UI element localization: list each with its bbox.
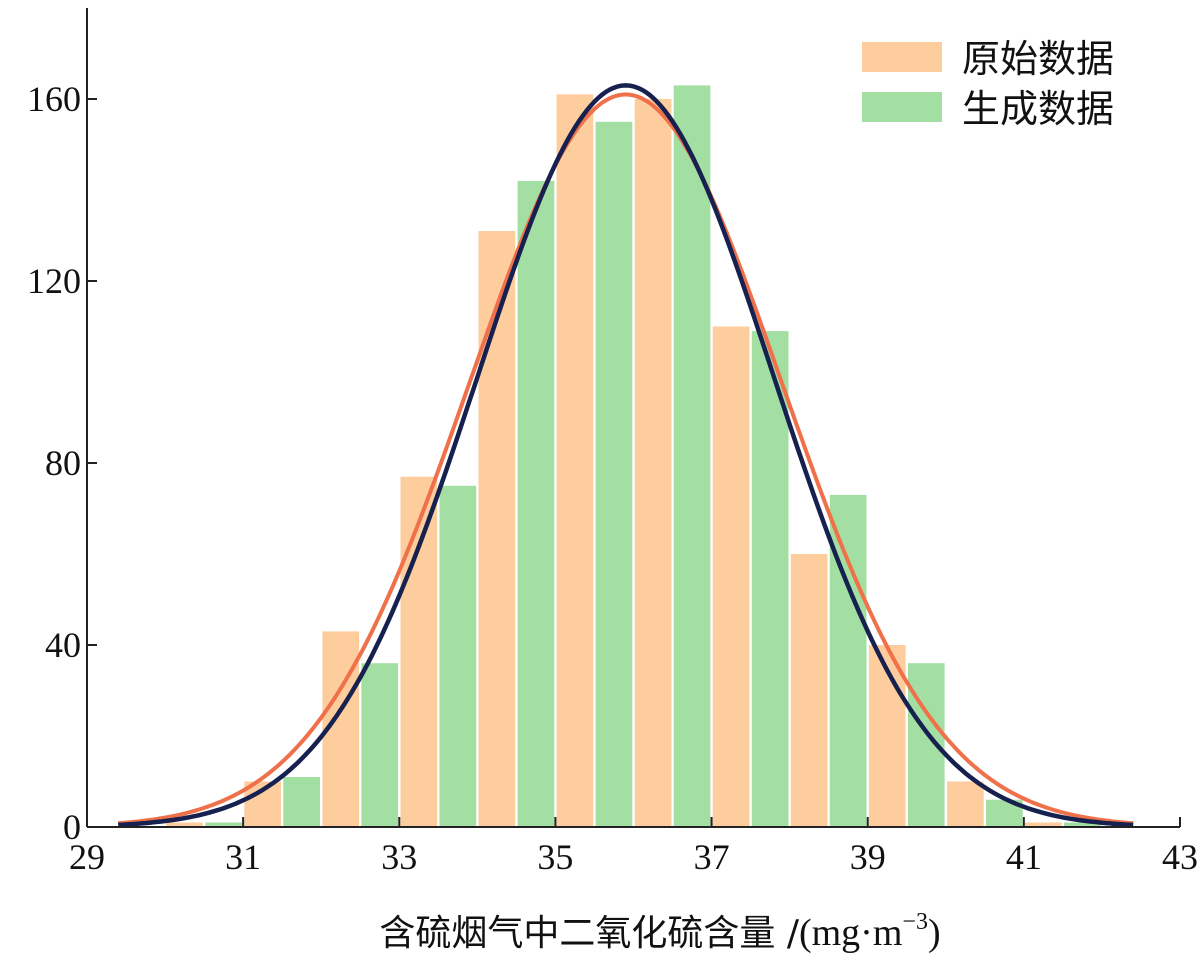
x-tick-label-2: 33	[381, 837, 417, 877]
bar-original-4	[478, 231, 516, 827]
x-axis-unit: (mg·m	[799, 912, 902, 954]
x-tick-label-3: 35	[537, 837, 573, 877]
bars-group	[166, 85, 1101, 828]
bar-generated-1	[283, 777, 320, 827]
bar-original-0	[166, 822, 203, 827]
bar-generated-11	[1064, 822, 1101, 827]
y-tick-label-0: 0	[63, 807, 81, 847]
x-tick-label-5: 39	[850, 837, 886, 877]
bar-generated-8	[829, 494, 867, 827]
y-tick-label-1: 40	[45, 625, 81, 665]
legend: 原始数据 生成数据	[862, 37, 1114, 131]
y-tick-label-4: 160	[27, 79, 81, 119]
bar-generated-0	[205, 822, 242, 827]
bar-generated-5	[595, 121, 633, 828]
x-axis-label: 含硫烟气中二氧化硫含量 /(mg·m−3)	[379, 909, 940, 954]
y-tick-label-2: 80	[45, 443, 81, 483]
x-ticks-group: 29 31 33 35 37 39 41 43	[69, 817, 1198, 877]
x-tick-label-7: 43	[1162, 837, 1198, 877]
fit-curve-generated	[118, 83, 1134, 828]
legend-swatch-generated	[862, 92, 942, 122]
bar-generated-4	[517, 180, 555, 827]
fit-curves-group	[118, 83, 1134, 828]
bar-generated-6	[673, 85, 711, 827]
bar-generated-2	[361, 663, 399, 827]
bar-original-7	[712, 326, 750, 827]
x-tick-label-6: 41	[1006, 837, 1042, 877]
x-tick-label-0: 29	[69, 837, 105, 877]
legend-label-generated: 生成数据	[962, 87, 1114, 131]
legend-label-original: 原始数据	[962, 37, 1114, 81]
x-axis-title-text: 含硫烟气中二氧化硫含量 /	[379, 913, 799, 954]
fit-curve-original	[118, 92, 1134, 826]
x-axis-unit-exponent: −3	[902, 909, 928, 935]
bar-original-6	[634, 99, 672, 827]
bar-generated-7	[751, 331, 789, 827]
legend-swatch-original	[862, 42, 942, 72]
bar-original-9	[868, 645, 906, 827]
bar-original-11	[1025, 822, 1062, 827]
bar-generated-3	[439, 485, 477, 828]
bar-original-5	[556, 94, 594, 827]
bar-original-3	[400, 476, 438, 827]
x-tick-label-4: 37	[694, 837, 730, 877]
x-axis-unit-close: )	[928, 912, 941, 954]
bar-original-8	[790, 554, 828, 827]
y-tick-label-3: 120	[27, 261, 81, 301]
axes-group	[86, 8, 1180, 828]
bar-original-10	[947, 781, 984, 827]
x-axis-title: 含硫烟气中二氧化硫含量 /(mg·m−3)	[379, 909, 940, 954]
y-ticks-group: 0 40 80 120 160	[27, 79, 97, 847]
x-tick-label-1: 31	[225, 837, 261, 877]
